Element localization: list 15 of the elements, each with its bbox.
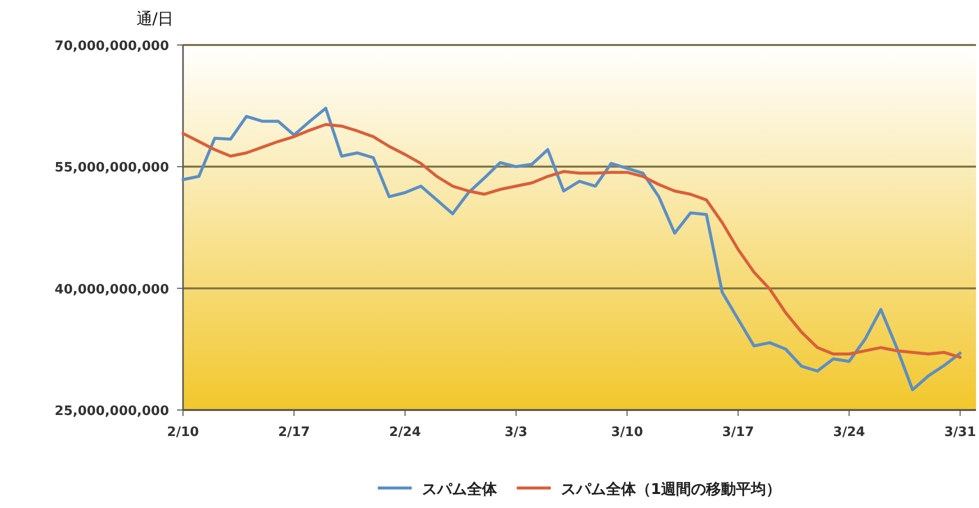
x-tick-label: 3/10 — [611, 425, 644, 440]
x-tick-label: 2/24 — [389, 425, 421, 440]
legend-label: スパム全体 — [422, 480, 498, 498]
x-tick-label: 3/3 — [504, 425, 528, 440]
x-tick-label: 2/10 — [167, 425, 199, 440]
y-axis-title: 通/日 — [136, 9, 174, 28]
x-tick-label: 3/24 — [833, 425, 866, 440]
legend-label: スパム全体（1週間の移動平均） — [560, 480, 782, 498]
y-tick-label: 55,000,000,000 — [54, 160, 169, 176]
x-tick-label: 2/17 — [278, 425, 310, 440]
y-tick-label: 70,000,000,000 — [54, 39, 169, 54]
y-tick-label: 25,000,000,000 — [54, 404, 169, 419]
x-tick-label: 3/17 — [722, 425, 754, 440]
y-tick-label: 40,000,000,000 — [54, 282, 169, 298]
x-tick-label: 3/31 — [944, 425, 976, 440]
